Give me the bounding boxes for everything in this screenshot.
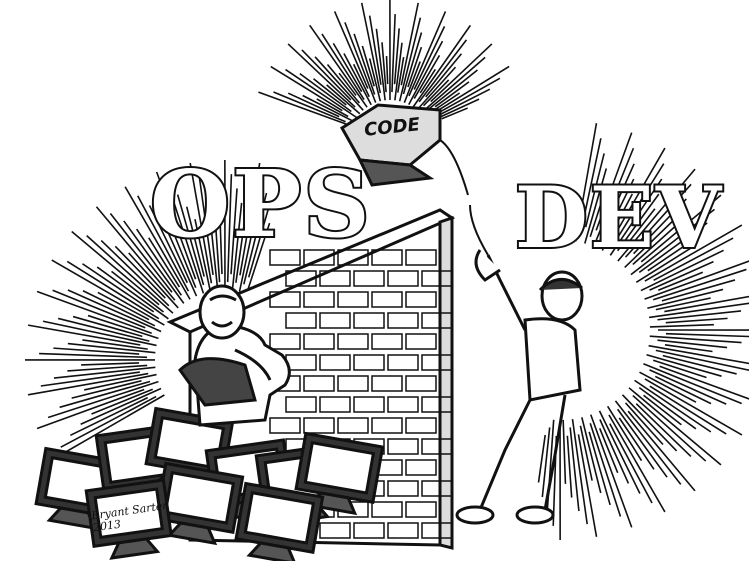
ops-title: OPS [150, 150, 372, 258]
dev-title: DEV [515, 168, 723, 267]
